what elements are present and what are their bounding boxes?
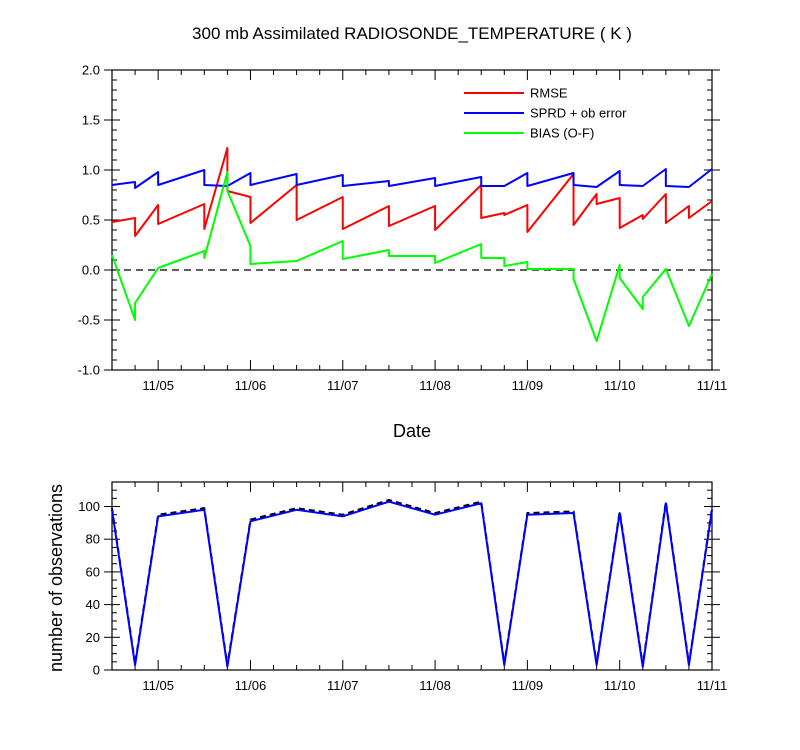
top-y-tick-label: -0.5: [78, 313, 100, 328]
top-x-tick-label: 11/11: [697, 378, 728, 393]
top-x-axis-title: Date: [393, 421, 431, 441]
top-x-tick-label: 11/07: [327, 378, 359, 393]
bottom-y-tick-label: 60: [86, 564, 100, 579]
bottom-y-tick-label: 20: [86, 630, 100, 645]
bottom-x-tick-label: 11/10: [604, 678, 636, 693]
legend-label-bias-o-f: BIAS (O-F): [530, 126, 594, 141]
top-x-tick-label: 11/05: [142, 378, 174, 393]
bottom-y-tick-label: 0: [93, 663, 100, 678]
top-x-tick-label: 11/10: [604, 378, 636, 393]
bottom-series-line-observations-assimilated: [111, 500, 713, 668]
top-x-tick-label: 11/09: [512, 378, 544, 393]
top-series-line-sprd-ob-error: [111, 168, 713, 189]
bottom-x-tick-label: 11/09: [512, 678, 544, 693]
top-y-tick-label: 2.0: [82, 63, 100, 78]
bottom-y-tick-label: 40: [86, 597, 100, 612]
top-y-tick-label: 1.5: [82, 113, 100, 128]
bottom-x-tick-label: 11/06: [235, 678, 267, 693]
top-series-line-bias-o-f: [111, 171, 713, 342]
top-y-tick-label: 0.0: [82, 263, 100, 278]
top-y-tick-label: 0.5: [82, 213, 100, 228]
top-series-line-rmse: [111, 147, 713, 237]
bottom-x-tick-label: 11/05: [142, 678, 174, 693]
bottom-x-tick-label: 11/07: [327, 678, 359, 693]
top-y-tick-label: -1.0: [78, 363, 100, 378]
bottom-x-tick-label: 11/08: [419, 678, 451, 693]
bottom-y-axis-title: number of observations: [46, 484, 66, 672]
top-y-tick-label: 1.0: [82, 163, 100, 178]
legend-label-sprd-ob-error: SPRD + ob error: [530, 106, 627, 121]
bottom-chart: 11/05 11/06 11/07 11/08 11/09 11/10 11/11 0 20 40…: [78, 481, 728, 693]
bottom-y-tick-label: 100: [78, 499, 100, 514]
top-chart: 11/05 11/06 11/07 11/08 11/09 11/10 11/11 -1.0 -…: [78, 63, 728, 394]
legend-label-rmse: RMSE: [530, 86, 568, 101]
bottom-x-tick-label: 11/11: [697, 678, 728, 693]
chart-title: 300 mb Assimilated RADIOSONDE_TEMPERATUR…: [192, 24, 632, 43]
bottom-y-tick-label: 80: [86, 532, 100, 547]
top-x-tick-label: 11/06: [235, 378, 267, 393]
top-x-tick-label: 11/08: [419, 378, 451, 393]
